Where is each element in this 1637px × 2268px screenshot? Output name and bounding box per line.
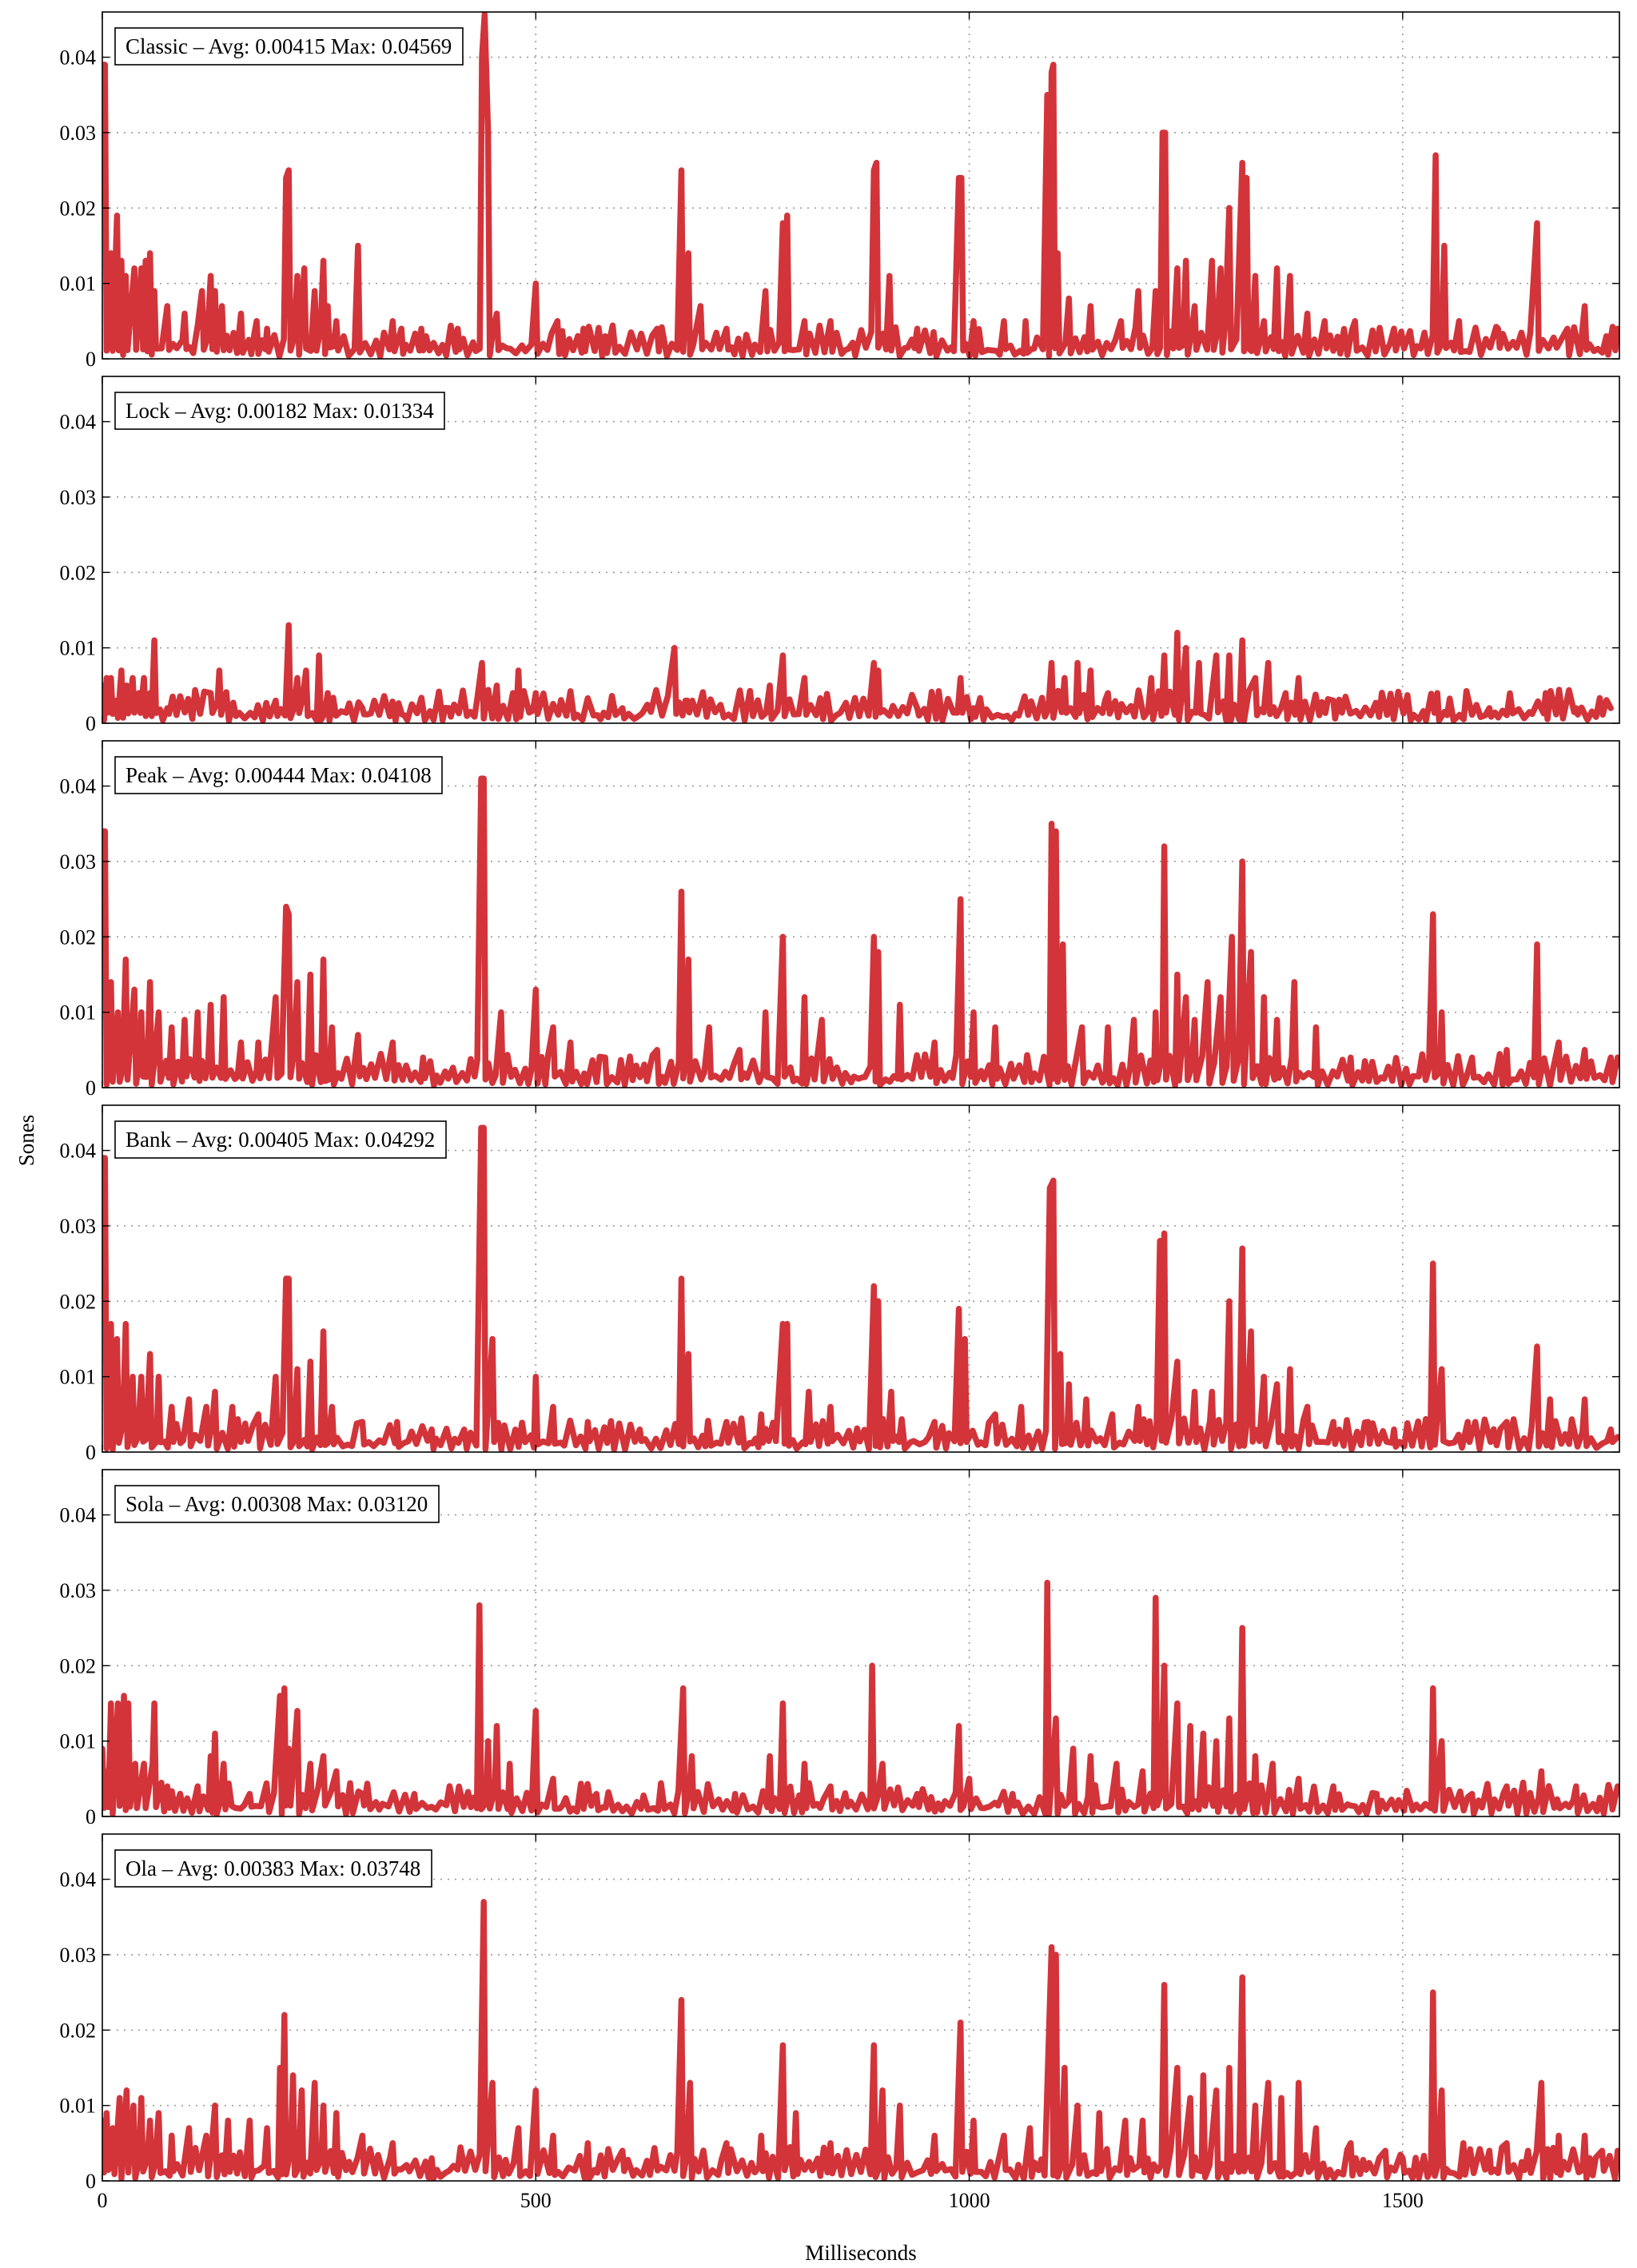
- x-tick-label: 1500: [1382, 2189, 1424, 2212]
- y-tick-label: 0.01: [60, 1730, 97, 1753]
- y-tick-label: 0.01: [60, 1366, 97, 1389]
- y-tick-label: 0.01: [60, 1001, 97, 1025]
- legend-box: [114, 1849, 432, 1888]
- y-tick-label: 0: [86, 1441, 96, 1464]
- legend-label: Peak – Avg: 0.00444 Max: 0.04108: [125, 763, 432, 787]
- legend-box: [114, 1120, 447, 1159]
- y-tick-label: 0.02: [60, 925, 97, 949]
- panel-1: 0 0.01 0.02 0.03 0.04 Classic – Avg: 0.00415 …: [60, 11, 1620, 371]
- x-tick-label: 1000: [949, 2189, 990, 2212]
- y-tick-label: 0.02: [60, 1654, 97, 1677]
- y-tick-label: 0.02: [60, 2019, 97, 2042]
- y-tick-label: 0.03: [60, 850, 97, 873]
- x-axis-label: Milliseconds: [805, 2241, 917, 2265]
- x-tick-label: 500: [520, 2189, 552, 2212]
- series-line: [102, 775, 1619, 1088]
- y-tick-label: 0.03: [60, 1579, 97, 1602]
- series-line: [102, 12, 1619, 359]
- y-tick-label: 0: [86, 1076, 96, 1100]
- y-tick-label: 0.02: [60, 197, 97, 220]
- legend-box: [114, 392, 445, 430]
- y-tick-label: 0: [86, 2170, 96, 2193]
- panel-4: 0 0.01 0.02 0.03 0.04 Bank – Avg: 0.00405 Max…: [60, 1104, 1620, 1464]
- legend-label: Classic – Avg: 0.00415 Max: 0.04569: [125, 34, 452, 58]
- series-line: [102, 1579, 1619, 1816]
- y-tick-label: 0.04: [60, 1504, 97, 1527]
- y-tick-label: 0.03: [60, 1944, 97, 1967]
- axes-frame: [102, 376, 1620, 724]
- y-tick-label: 0.03: [60, 1215, 97, 1238]
- legend-label: Bank – Avg: 0.00405 Max: 0.04292: [125, 1128, 435, 1152]
- y-tick-label: 0.04: [60, 1868, 97, 1892]
- legend-label: Lock – Avg: 0.00182 Max: 0.01334: [125, 399, 434, 423]
- legend: Bank – Avg: 0.00405 Max: 0.04292: [114, 1120, 447, 1159]
- legend-box: [114, 1485, 440, 1523]
- legend-box: [114, 756, 443, 794]
- y-tick-label: 0.04: [60, 1140, 97, 1163]
- axes-frame: [102, 1104, 1620, 1453]
- series-line: [102, 1124, 1619, 1452]
- axes-frame: [102, 1833, 1620, 2182]
- y-tick-label: 0.04: [60, 46, 97, 70]
- legend-box: [114, 27, 464, 66]
- y-tick-label: 0.02: [60, 1290, 97, 1313]
- series-line: [102, 1899, 1619, 2181]
- y-tick-label: 0.02: [60, 561, 97, 584]
- panel-3: 0 0.01 0.02 0.03 0.04 Peak – Avg: 0.00444 Max…: [60, 740, 1620, 1100]
- x-tick-label: 0: [98, 2189, 108, 2212]
- y-tick-label: 0.01: [60, 637, 97, 660]
- y-tick-label: 0: [86, 712, 96, 735]
- y-tick-label: 0.03: [60, 486, 97, 509]
- series-line: [102, 622, 1614, 723]
- y-tick-label: 0.04: [60, 775, 97, 798]
- panel-6: 0 0.01 0.02 0.03 0.04 0 500 1000 1500 Ola – Avg: …: [60, 1833, 1620, 2212]
- y-tick-label: 0: [86, 348, 96, 371]
- legend: Peak – Avg: 0.00444 Max: 0.04108: [114, 756, 443, 794]
- y-tick-label: 0: [86, 1805, 96, 1828]
- axes-frame: [102, 740, 1620, 1088]
- panel-2: 0 0.01 0.02 0.03 0.04 Lock – Avg: 0.00182 Max…: [60, 376, 1620, 735]
- legend: Lock – Avg: 0.00182 Max: 0.01334: [114, 392, 445, 430]
- y-tick-label: 0.03: [60, 121, 97, 145]
- legend: Classic – Avg: 0.00415 Max: 0.04569: [114, 27, 464, 66]
- axes-frame: [102, 11, 1620, 360]
- y-tick-label: 0.01: [60, 2095, 97, 2118]
- y-tick-label: 0.01: [60, 273, 97, 296]
- panel-5: 0 0.01 0.02 0.03 0.04 Sola – Avg: 0.00308 Max…: [60, 1469, 1620, 1828]
- y-axis-label: Sones: [14, 1115, 38, 1167]
- legend: Sola – Avg: 0.00308 Max: 0.03120: [114, 1485, 440, 1523]
- legend: Ola – Avg: 0.00383 Max: 0.03748: [114, 1849, 432, 1888]
- y-tick-label: 0.04: [60, 411, 97, 434]
- legend-label: Sola – Avg: 0.00308 Max: 0.03120: [125, 1492, 428, 1516]
- legend-label: Ola – Avg: 0.00383 Max: 0.03748: [125, 1856, 420, 1880]
- axes-frame: [102, 1469, 1620, 1817]
